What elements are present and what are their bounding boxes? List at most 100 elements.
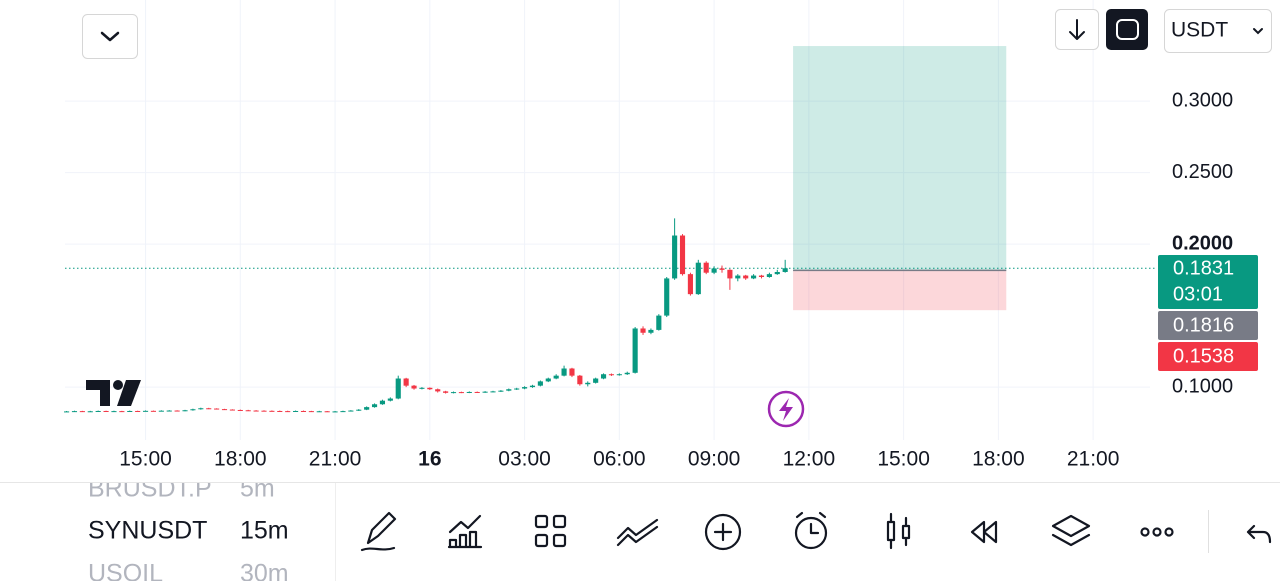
x-tick-label: 16 xyxy=(418,448,441,471)
replay-tool[interactable] xyxy=(970,520,998,544)
price-marker-label: 0.1538 xyxy=(1173,345,1234,367)
candle-body xyxy=(766,274,772,277)
fullscreen-button[interactable] xyxy=(1106,9,1148,50)
candle-body xyxy=(616,374,622,376)
candle-body xyxy=(229,409,235,411)
candle-body xyxy=(577,375,583,385)
more-tool[interactable] xyxy=(1140,527,1174,537)
candle-body xyxy=(135,410,141,412)
candle-body xyxy=(545,378,551,382)
lightning-button[interactable] xyxy=(767,390,805,428)
candle-body xyxy=(490,391,496,393)
candle-body xyxy=(735,275,741,279)
candle-body xyxy=(150,410,157,412)
candle-body xyxy=(87,411,93,413)
candle-body xyxy=(553,375,559,379)
candle-body xyxy=(332,411,338,413)
x-tick-label: 15:00 xyxy=(877,448,930,471)
candle-body xyxy=(758,275,765,277)
candle-body xyxy=(719,268,725,270)
chart-type-tool[interactable] xyxy=(886,512,911,550)
x-tick-label: 15:00 xyxy=(119,448,172,471)
last-price-label: 0.1831 xyxy=(1173,257,1234,279)
candle-body xyxy=(506,389,512,391)
candle-body xyxy=(411,385,417,389)
interval[interactable]: 5m xyxy=(240,475,275,503)
x-tick-label: 06:00 xyxy=(593,448,646,471)
x-tick-label: 18:00 xyxy=(972,448,1025,471)
candle-body xyxy=(585,382,591,385)
layout-tool[interactable] xyxy=(534,514,567,548)
candle-body xyxy=(774,271,780,275)
menu-dropdown[interactable] xyxy=(82,14,138,59)
candle-body xyxy=(348,410,354,412)
candle-body xyxy=(174,410,180,412)
candle-body xyxy=(632,328,638,373)
target-zone xyxy=(793,46,1007,271)
candle-body xyxy=(466,391,472,393)
back-tool[interactable] xyxy=(1246,524,1272,544)
symbol[interactable]: BRUSDT.P xyxy=(88,475,212,503)
currency-select[interactable]: USDT xyxy=(1164,9,1272,53)
countdown: 03:01 xyxy=(1173,283,1223,305)
candle-body xyxy=(316,411,322,413)
candle-body xyxy=(293,410,299,412)
symbol[interactable]: SYNUSDT xyxy=(88,517,207,545)
stop-zone xyxy=(793,270,1007,311)
layers-tool[interactable] xyxy=(1051,514,1091,547)
x-tick-label: 09:00 xyxy=(688,448,741,471)
candle-body xyxy=(285,411,291,413)
candle-body xyxy=(537,381,543,386)
x-tick-label: 21:00 xyxy=(1067,448,1120,471)
candle-body xyxy=(569,368,575,376)
candle-body xyxy=(214,408,220,410)
candle-body xyxy=(695,262,701,295)
x-tick-label: 12:00 xyxy=(783,448,836,471)
add-tool[interactable] xyxy=(704,513,742,551)
indicators-tool[interactable] xyxy=(447,514,483,549)
price-marker xyxy=(1158,311,1258,340)
candle-body xyxy=(782,268,788,272)
candle-body xyxy=(182,410,188,412)
candle-body xyxy=(751,275,757,279)
watchlist: BRUSDT.P SYNUSDT USOIL 5m 15m 30m xyxy=(88,475,289,581)
candle-body xyxy=(237,409,243,411)
symbol[interactable]: USOIL xyxy=(88,560,163,581)
candle-body xyxy=(664,278,670,316)
candle-body xyxy=(111,411,117,413)
draw-tool[interactable] xyxy=(360,511,397,552)
candle-body xyxy=(190,409,196,411)
compare-tool[interactable] xyxy=(616,518,659,547)
candle-body xyxy=(672,235,678,279)
candle-body xyxy=(119,411,125,413)
x-tick-label: 21:00 xyxy=(309,448,362,471)
candle-body xyxy=(608,374,615,376)
candle-body xyxy=(371,404,378,408)
chart: 15:00 18:00 21:00 16 03:00 06:00 09:00 12:00 15:… xyxy=(64,0,1258,471)
scroll-button[interactable] xyxy=(1055,9,1099,50)
candle-body xyxy=(269,410,275,412)
price-marker xyxy=(1158,342,1258,371)
candle-body xyxy=(711,268,717,273)
candle-body xyxy=(419,387,425,389)
candle-body xyxy=(522,387,528,389)
x-tick-label: 03:00 xyxy=(498,448,551,471)
candle-body xyxy=(245,410,251,412)
candle-body xyxy=(221,409,228,411)
candle-body xyxy=(158,410,164,412)
candle-body xyxy=(656,315,662,330)
candle-body xyxy=(648,329,654,333)
candle-body xyxy=(482,391,488,393)
candle-body xyxy=(743,275,749,279)
candle-body xyxy=(450,392,457,394)
x-tick-label: 18:00 xyxy=(214,448,267,471)
interval[interactable]: 15m xyxy=(240,517,289,545)
candle-body xyxy=(403,378,409,386)
candle-body xyxy=(640,328,646,333)
currency: USDT xyxy=(1171,19,1228,42)
alert-tool[interactable] xyxy=(794,511,828,550)
interval[interactable]: 30m xyxy=(240,560,289,581)
